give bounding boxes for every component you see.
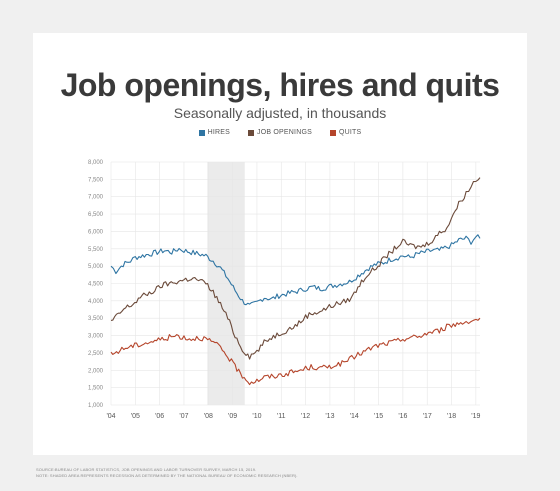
x-tick-label: '05	[131, 413, 140, 420]
series-line-quits	[110, 317, 481, 386]
chart-title: Job openings, hires and quits	[60, 67, 500, 103]
y-tick-label: 3,500	[88, 316, 104, 322]
x-tick-label: '13	[325, 413, 334, 420]
x-tick-label: '18	[447, 413, 456, 420]
legend-label-job-openings: JOB OPENINGS	[257, 129, 312, 136]
y-tick-label: 4,500	[88, 282, 104, 288]
x-tick-label: '19	[471, 413, 480, 420]
legend-label-hires: HIRES	[207, 129, 231, 136]
y-tick-label: 2,000	[88, 368, 104, 374]
x-tick-label: '08	[204, 413, 213, 420]
y-tick-label: 2,500	[88, 351, 104, 357]
y-tick-label: 5,500	[88, 247, 104, 253]
x-tick-label: '06	[155, 413, 164, 420]
y-tick-label: 7,500	[88, 177, 104, 183]
chart-subtitle: Seasonally adjusted, in thousands	[173, 105, 387, 121]
series-line-hires	[110, 234, 481, 306]
x-tick-label: '15	[374, 413, 383, 420]
source-note: SOURCE:BUREAU OF LABOR STATISTICS, JOB O…	[36, 467, 298, 479]
x-tick-label: '07	[179, 413, 188, 420]
y-tick-label: 5,000	[88, 264, 104, 270]
legend-swatch-job-openings	[248, 129, 255, 136]
x-tick-label: '16	[398, 413, 407, 420]
y-tick-label: 3,000	[88, 334, 104, 340]
legend-swatch-quits	[329, 129, 336, 136]
x-tick-label: '09	[228, 413, 237, 420]
legend-swatch-hires	[198, 129, 205, 136]
chart-legend: HIRES JOB OPENINGS QUITS	[33, 129, 527, 136]
note-line: NOTE: SHADED AREA REPRESENTS RECESSION A…	[36, 473, 298, 478]
source-line: SOURCE:BUREAU OF LABOR STATISTICS, JOB O…	[36, 467, 257, 472]
x-tick-label: '17	[423, 413, 432, 420]
legend-label-quits: QUITS	[338, 129, 362, 136]
y-tick-label: 1,000	[88, 403, 104, 409]
y-tick-label: 1,500	[88, 386, 104, 392]
series-line-job-openings	[110, 177, 481, 360]
x-tick-label: '04	[106, 413, 115, 420]
y-tick-label: 6,000	[88, 229, 104, 235]
y-tick-label: 4,000	[88, 299, 104, 305]
y-tick-label: 6,500	[88, 212, 104, 218]
x-tick-label: '11	[277, 413, 286, 420]
x-tick-label: '14	[350, 413, 359, 420]
y-tick-label: 7,000	[88, 195, 104, 201]
x-tick-label: '10	[252, 413, 261, 420]
legend-item-quits: QUITS	[329, 129, 362, 136]
x-tick-label: '12	[301, 413, 310, 420]
y-tick-label: 8,000	[88, 160, 104, 166]
legend-item-job-openings: JOB OPENINGS	[248, 129, 312, 136]
chart-card: Job openings, hires and quits Seasonally…	[33, 33, 527, 455]
legend-item-hires: HIRES	[198, 129, 231, 136]
